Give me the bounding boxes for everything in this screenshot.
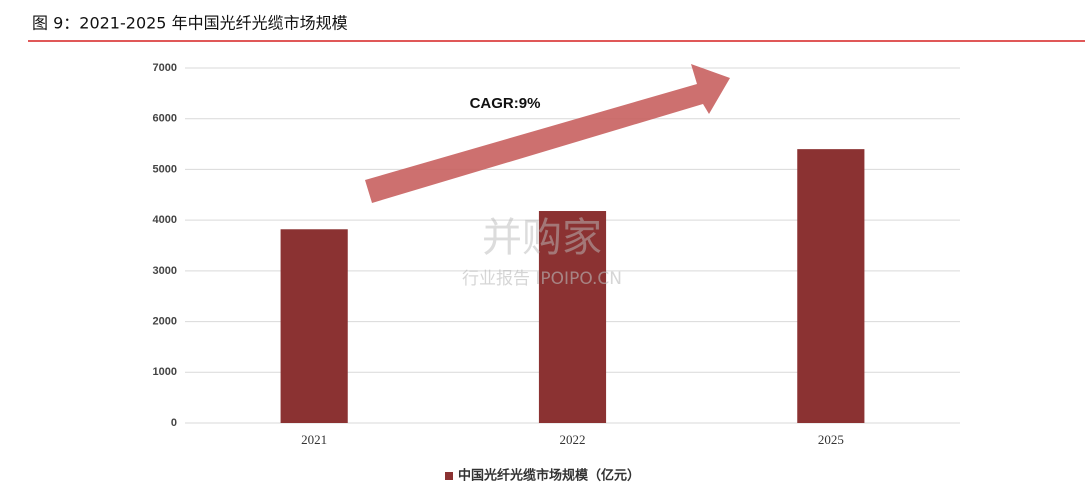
x-tick-label: 2025	[818, 432, 844, 447]
growth-arrow	[365, 64, 730, 203]
x-tick-label: 2021	[301, 432, 327, 447]
y-tick-label: 4000	[153, 214, 177, 226]
watermark: 并购家	[482, 215, 602, 261]
y-tick-label: 1000	[153, 366, 177, 378]
legend-swatch	[445, 472, 453, 480]
y-tick-label: 0	[171, 417, 177, 429]
bar	[797, 149, 865, 423]
bar	[280, 229, 348, 423]
cagr-annotation: CAGR:9%	[470, 95, 541, 112]
y-tick-label: 6000	[153, 113, 177, 125]
y-tick-label: 3000	[153, 265, 177, 277]
bars	[280, 149, 865, 423]
watermark: 行业报告 IPOIPO.CN	[462, 269, 622, 289]
chart-title: 图 9：2021-2025 年中国光纤光缆市场规模	[32, 14, 348, 33]
legend-label: 中国光纤光缆市场规模（亿元）	[458, 468, 640, 484]
bar	[538, 211, 607, 423]
y-tick-label: 7000	[153, 62, 177, 74]
y-tick-label: 5000	[153, 163, 177, 175]
y-tick-label: 2000	[153, 315, 177, 327]
x-tick-label: 2022	[560, 432, 586, 447]
